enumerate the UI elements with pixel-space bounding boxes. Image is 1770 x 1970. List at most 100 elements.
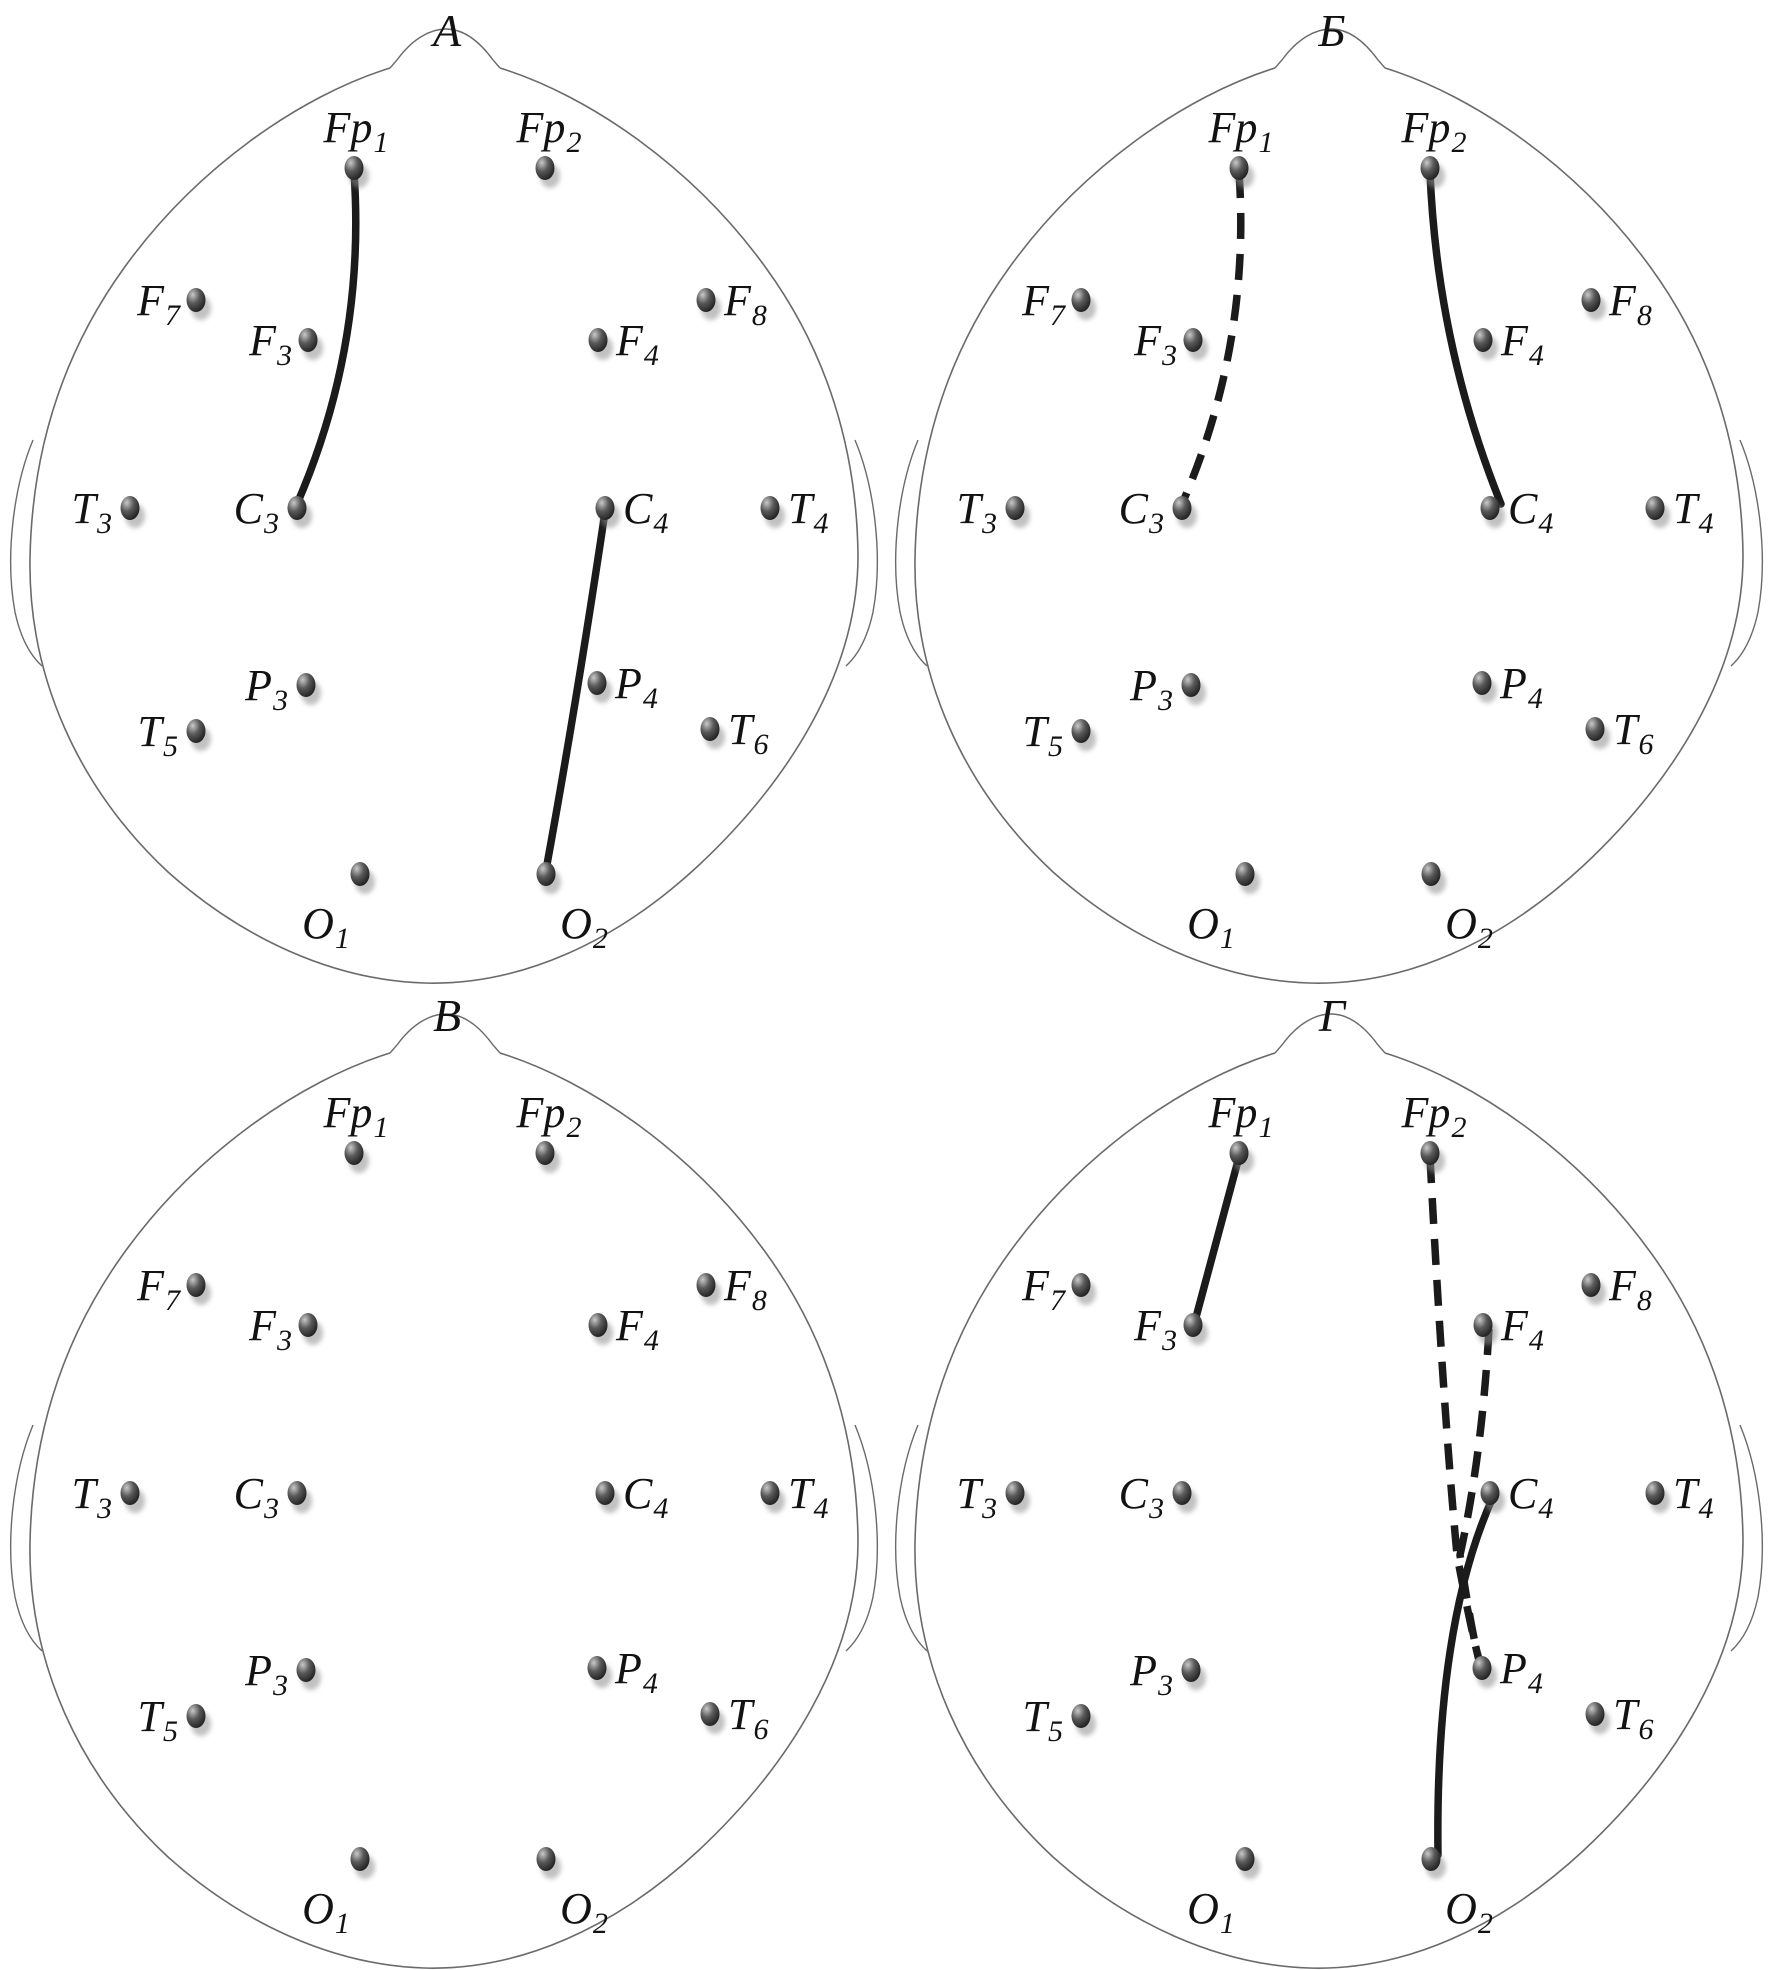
electrode-t5-dot [186,719,206,743]
electrode-fp1-dot [1229,1141,1249,1165]
electrode-fp2-label: Fp2 [1401,103,1467,159]
right-ear [1730,439,1764,667]
electrode-p4-label: P4 [1499,659,1543,715]
electrode-t5-label: T5 [1023,707,1063,763]
electrode-t5-label: T5 [1023,1692,1063,1748]
electrode-f8-label: F8 [723,276,767,332]
nose [389,28,501,69]
electrode-t5-dot [1071,1704,1091,1728]
electrode-f3-label: F3 [248,316,292,372]
electrode-o2-label: O2 [560,1884,608,1940]
electrode-t4-dot [1645,1481,1665,1505]
electrode-p4-dot [1472,671,1492,695]
electrode-o1-label: O1 [1187,899,1235,955]
electrode-p3-label: P3 [1129,661,1173,717]
electrode-c4-dot [595,496,615,520]
electrode-f8-label: F8 [723,1261,767,1317]
electrode-o2-dot [536,862,556,886]
electrode-f8-dot [696,288,716,312]
panel-title-1: А [430,5,462,56]
electrode-c4-dot [1480,496,1500,520]
electrode-f8-dot [696,1273,716,1297]
panel-3: Fp1 Fp2 F7 F3 F4 F8 T3 C3 C4 T4 P3 P4 T5 T6 O1 O2 В [9,990,879,1969]
electrode-c4-label: C4 [1508,484,1553,540]
electrode-f4-dot [588,1313,608,1337]
electrode-fp2-dot [1420,1141,1440,1165]
electrode-o1-dot [350,1847,370,1871]
electrode-f7-label: F7 [1021,1261,1067,1317]
electrode-t6-label: T6 [728,1690,768,1746]
electrode-p3-label: P3 [244,661,288,717]
electrode-f8-label: F8 [1608,276,1652,332]
electrode-t6-dot [1585,717,1605,741]
left-ear [9,1424,43,1652]
connection-fp1-c3-solid [293,168,360,508]
head-outline [29,1052,859,1969]
electrode-c3-label: C3 [234,484,279,540]
head-outline [29,67,859,984]
electrode-t3-label: T3 [957,484,997,540]
electrode-f7-dot [186,288,206,312]
electrode-o1-label: O1 [1187,1884,1235,1940]
electrode-p4-label: P4 [1499,1644,1543,1700]
panel-title-2: Б [1317,5,1345,56]
electrode-f3-dot [298,1313,318,1337]
electrode-f4-label: F4 [615,1301,659,1357]
electrode-o2-dot [536,1847,556,1871]
electrode-f3-dot [1183,328,1203,352]
electrode-t6-dot [700,717,720,741]
electrode-f4-label: F4 [615,316,659,372]
head-outline [914,67,1744,984]
electrode-c4-label: C4 [1508,1469,1553,1525]
electrode-p4-label: P4 [614,659,658,715]
electrode-t4-label: T4 [1673,1469,1713,1525]
left-ear [894,1424,928,1652]
electrode-f4-dot [588,328,608,352]
right-ear [845,439,879,667]
electrode-o1-dot [1235,862,1255,886]
electrode-t3-dot [120,496,140,520]
electrode-c3-label: C3 [1119,1469,1164,1525]
electrode-f3-dot [1183,1313,1203,1337]
electrode-fp1-label: Fp1 [1208,103,1274,159]
electrode-t3-dot [1005,496,1025,520]
electrode-p4-dot [1472,1656,1492,1680]
electrode-f3-label: F3 [1133,316,1177,372]
electrode-t5-label: T5 [138,707,178,763]
electrode-f4-label: F4 [1500,316,1544,372]
electrode-t6-label: T6 [1613,705,1653,761]
electrode-c3-label: C3 [1119,484,1164,540]
head-outline [914,1052,1744,1969]
electrode-t4-label: T4 [788,1469,828,1525]
electrode-fp2-label: Fp2 [516,1088,582,1144]
electrode-f4-label: F4 [1500,1301,1544,1357]
electrode-f7-dot [1071,1273,1091,1297]
electrode-t6-label: T6 [728,705,768,761]
electrode-c4-dot [595,1481,615,1505]
electrode-o2-label: O2 [1445,899,1493,955]
electrode-o1-label: O1 [302,899,350,955]
electrode-f7-dot [1071,288,1091,312]
electrode-p4-dot [587,1656,607,1680]
electrode-o1-label: O1 [302,1884,350,1940]
electrode-fp1-label: Fp1 [1208,1088,1274,1144]
electrode-fp1-label: Fp1 [323,1088,389,1144]
right-ear [845,1424,879,1652]
nose [1274,1013,1386,1054]
electrode-c3-dot [287,496,307,520]
electrode-t4-label: T4 [1673,484,1713,540]
nose [389,1013,501,1054]
electrode-t3-label: T3 [72,1469,112,1525]
electrode-t6-label: T6 [1613,1690,1653,1746]
electrode-fp2-dot [1420,156,1440,180]
electrode-f8-label: F8 [1608,1261,1652,1317]
electrode-o2-dot [1421,862,1441,886]
electrode-f7-label: F7 [136,276,182,332]
electrode-f7-label: F7 [1021,276,1067,332]
electrode-c3-dot [287,1481,307,1505]
electrode-p3-label: P3 [244,1646,288,1702]
electrode-p4-label: P4 [614,1644,658,1700]
left-ear [894,439,928,667]
electrode-t3-label: T3 [72,484,112,540]
